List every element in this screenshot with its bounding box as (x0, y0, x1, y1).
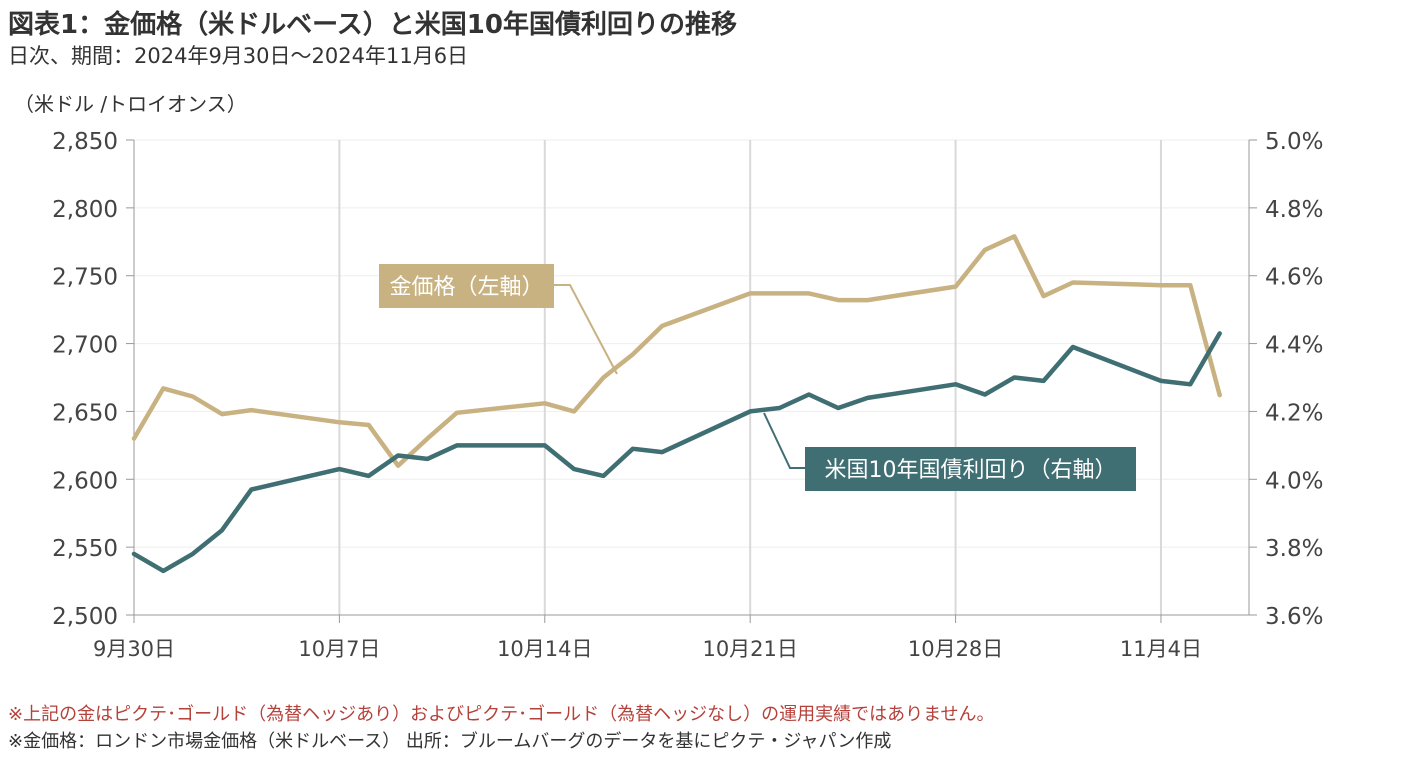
gold-legend-label: 金価格（左軸） (389, 275, 543, 300)
gold-legend-box (379, 264, 554, 308)
right-tick-label: 4.2% (1265, 400, 1323, 426)
left-tick-label: 2,600 (52, 468, 118, 494)
left-tick-label: 2,500 (52, 604, 118, 630)
left-tick-label: 2,650 (52, 400, 118, 426)
page-title: 図表1：金価格（米ドルベース）と米国10年国債利回りの推移 (8, 10, 737, 40)
right-tick-label: 3.6% (1265, 604, 1323, 630)
treasury-legend-box (805, 447, 1136, 491)
right-tick-label: 3.8% (1265, 536, 1323, 562)
x-tick-label: 10月14日 (497, 637, 592, 661)
x-tick-label: 9月30日 (93, 637, 175, 661)
right-tick-label: 4.8% (1265, 197, 1323, 223)
x-tick-label: 10月28日 (908, 637, 1003, 661)
right-tick-label: 5.0% (1265, 129, 1323, 155)
treasury-leader-line (763, 412, 805, 469)
axes: 2,500 3.6% 2,550 3.8% 2,600 4.0% 2,650 4.2% 2,70… (52, 129, 1323, 661)
left-tick-label: 2,800 (52, 197, 118, 223)
treasury-legend-label: 米国10年国債利回り（右軸） (825, 458, 1117, 483)
right-tick-label: 4.4% (1265, 333, 1323, 359)
gridlines (134, 139, 1249, 615)
annotations: 金価格（左軸） 米国10年国債利回り（右軸） (379, 264, 1136, 491)
left-axis-unit-label: （米ドル /トロイオンス） (14, 92, 247, 116)
x-tick-label: 10月7日 (298, 637, 380, 661)
treasury-yield-line (131, 331, 1222, 574)
right-tick-label: 4.6% (1265, 265, 1323, 291)
left-tick-label: 2,700 (52, 333, 118, 359)
x-tick-label: 10月21日 (702, 637, 797, 661)
x-tick-label: 11月4日 (1120, 637, 1202, 661)
page-subtitle: 日次、期間：2024年9月30日～2024年11月6日 (8, 44, 469, 68)
right-tick-label: 4.0% (1265, 468, 1323, 494)
left-tick-label: 2,550 (52, 536, 118, 562)
left-tick-label: 2,750 (52, 265, 118, 291)
gold-leader-line (554, 284, 618, 375)
series-lines (131, 234, 1222, 574)
gold-price-line (131, 234, 1222, 468)
footnote-source: ※金価格：ロンドン市場金価格（米ドルベース） 出所：ブルームバーグのデータを基に… (8, 731, 892, 752)
footnote-disclaimer: ※上記の金はピクテ･ゴールド（為替ヘッジあり）およびピクテ･ゴールド（為替ヘッジ… (8, 704, 995, 725)
left-tick-label: 2,850 (52, 129, 118, 155)
